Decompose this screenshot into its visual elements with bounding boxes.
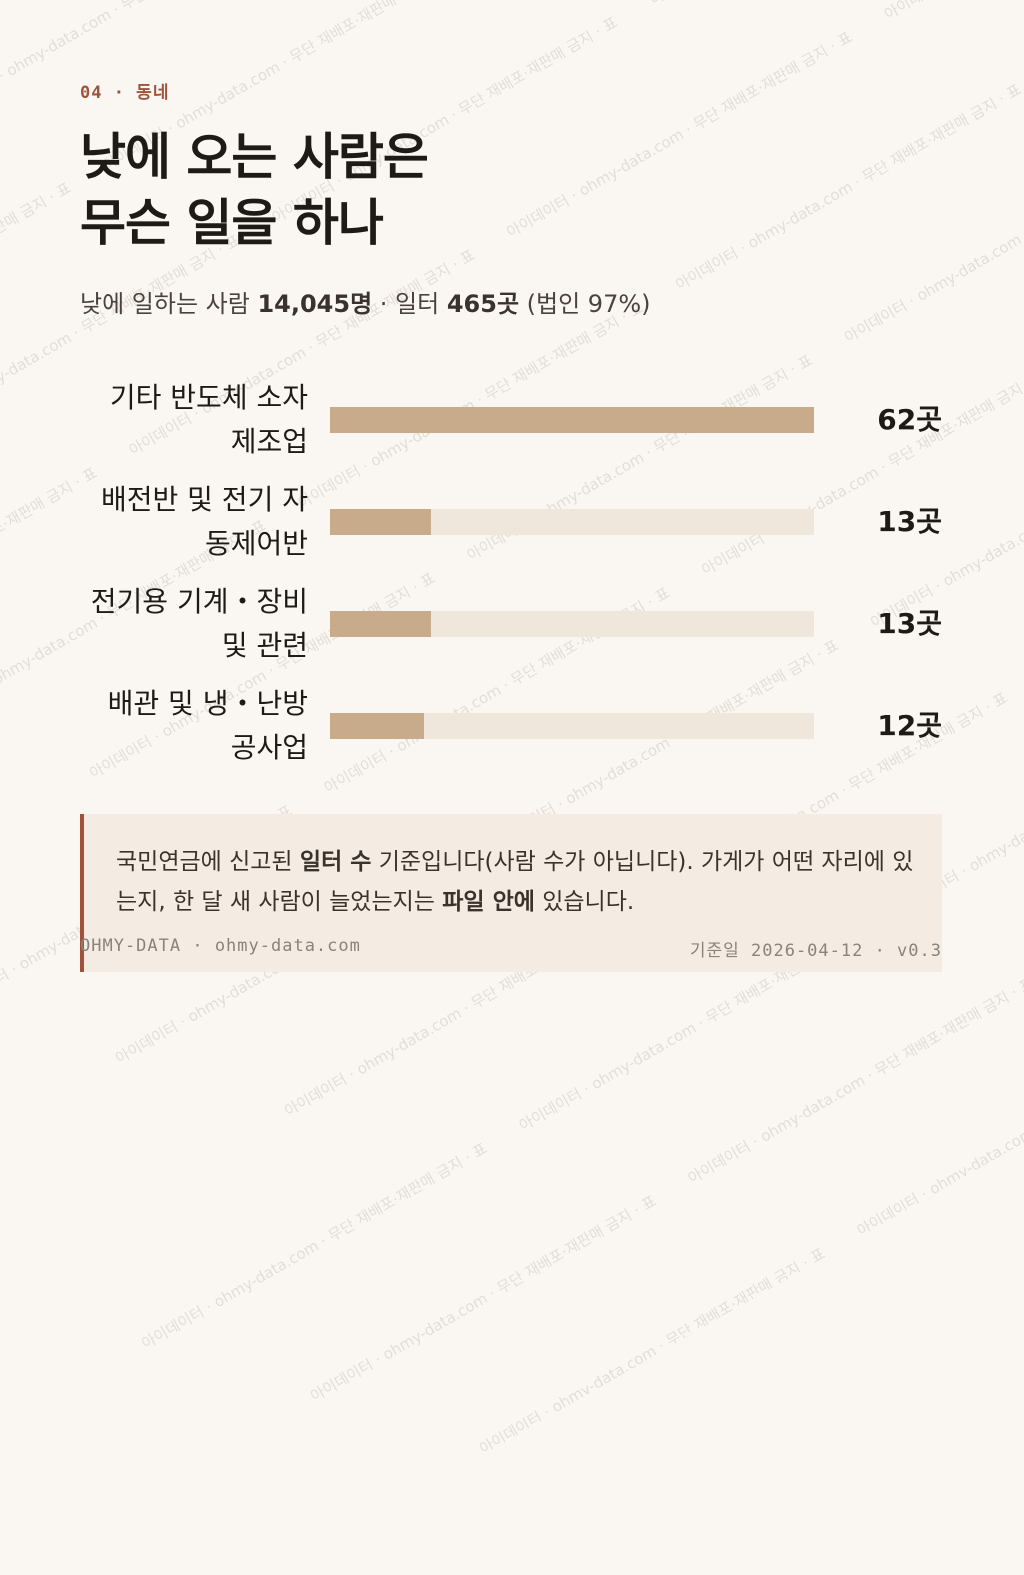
subtitle-part: 465곳	[446, 290, 520, 318]
subtitle-part: (법인 97%)	[519, 290, 651, 318]
watermark-text: 아이데이터 · ohmy-data.com · 무단 재배포·재판매 금지 · …	[672, 80, 1024, 294]
value-label: 62곳	[877, 403, 942, 436]
watermark-line: 아이데이터 · ohmy-data.com · 무단 재배포·재판매 금지 · …	[175, 651, 1024, 1514]
value-label: 12곳	[877, 709, 942, 742]
note-part: 파일 안에	[442, 889, 535, 915]
note-part: 국민연금에 신고된	[116, 849, 300, 875]
bar	[330, 611, 432, 637]
title-line: 무슨 일을 하나	[80, 194, 384, 252]
watermark-text: 아이데이터 · ohmy-data.com · 무단 재배포·재판매 금지 · …	[0, 0, 283, 122]
bar	[330, 509, 432, 535]
note-text: 국민연금에 신고된 일터 수 기준입니다(사람 수가 아닙니다). 가게가 어떤…	[116, 842, 916, 922]
category-label: 기타 반도체 소자 제조업	[109, 381, 308, 458]
bar-track	[330, 611, 814, 637]
title-line: 낮에 오는 사람은	[80, 128, 429, 186]
watermark-text: 아이데이터 · ohmy-data.com · 무단 재배포·재판매 금지 · …	[476, 1244, 829, 1458]
note: 국민연금에 신고된 일터 수 기준입니다(사람 수가 아닙니다). 가게가 어떤…	[80, 814, 942, 972]
category-label: 배관 및 냉・난방 공사업	[107, 687, 308, 764]
category-label: 전기용 기계・장비 및 관련	[90, 585, 308, 662]
note-part: 일터 수	[299, 849, 372, 875]
subtitle: 낮에 일하는 사람 14,045명 · 일터 465곳 (법인 97%)	[80, 284, 651, 319]
note-part: 기준입니다(사람 수가 아닙니다). 가게가 어떤 자리에 있는지, 한 달 새…	[116, 849, 914, 915]
watermark-text: 아이데이터 · ohmy-data.com · 무단 재배포·재판매 금지 · …	[841, 133, 1024, 347]
value-label: 13곳	[877, 607, 942, 640]
watermark-text: 아이데이터 · ohmy-data.com · 무단 재배포·재판매 금지 · …	[307, 1191, 660, 1406]
bar	[330, 407, 814, 433]
subtitle-part: · 일터	[372, 290, 447, 318]
bar-track	[330, 509, 814, 535]
bar-row: 기타 반도체 소자 제조업 62곳	[0, 369, 1024, 471]
bar-row: 배관 및 냉・난방 공사업 12곳	[0, 675, 1024, 777]
watermark-text: 아이데이터 · ohmy-data.com · 무단 재배포·재판매 금지 · …	[881, 0, 1024, 23]
watermark-text: 아이데이터 · ohmy-data.com · 무단 재배포·재판매 금지 · …	[138, 1139, 491, 1353]
watermark-text: 아이데이터 · ohmy-data.com · 무단 재배포·재판매 금지 · …	[646, 0, 998, 9]
watermark-text: 아이데이터 · ohmy-data.com · 무단 재배포·재판매 금지 · …	[503, 27, 856, 242]
subtitle-part: 낮에 일하는 사람	[80, 290, 258, 318]
bar	[330, 713, 424, 739]
value-label: 13곳	[877, 505, 942, 538]
eyebrow: 04 · 동네	[80, 83, 170, 103]
note-part: 있습니다.	[534, 889, 635, 915]
subtitle-part: 14,045명	[257, 290, 373, 318]
bar-row: 배전반 및 전기 자동제어반 13곳	[0, 471, 1024, 573]
bar-track	[330, 713, 814, 739]
watermark-text: 아이데이터 · ohmy-data.com · 무단 재배포·재판매 금지 · …	[684, 973, 1024, 1188]
footer-right: 기준일 2026-04-12 · v0.3	[689, 941, 942, 961]
bar-track	[330, 407, 814, 433]
page: {"eyebrow": "04 · 동네", "title": ["낮에 오는 …	[0, 0, 1024, 1458]
category-label: 배전반 및 전기 자동제어반	[100, 483, 308, 560]
bar-row: 전기용 기계・장비 및 관련 13곳	[0, 573, 1024, 675]
watermark-text: 아이데이터 · ohmy-data.com · 무단 재배포·재판매 금지 · …	[853, 1026, 1024, 1241]
footer-left: OHMY-DATA · ohmy-data.com	[80, 936, 361, 956]
watermark-text: 아이데이터 · ohmy-data.com · 무단 재배포·재판매 금지 · …	[0, 178, 75, 393]
